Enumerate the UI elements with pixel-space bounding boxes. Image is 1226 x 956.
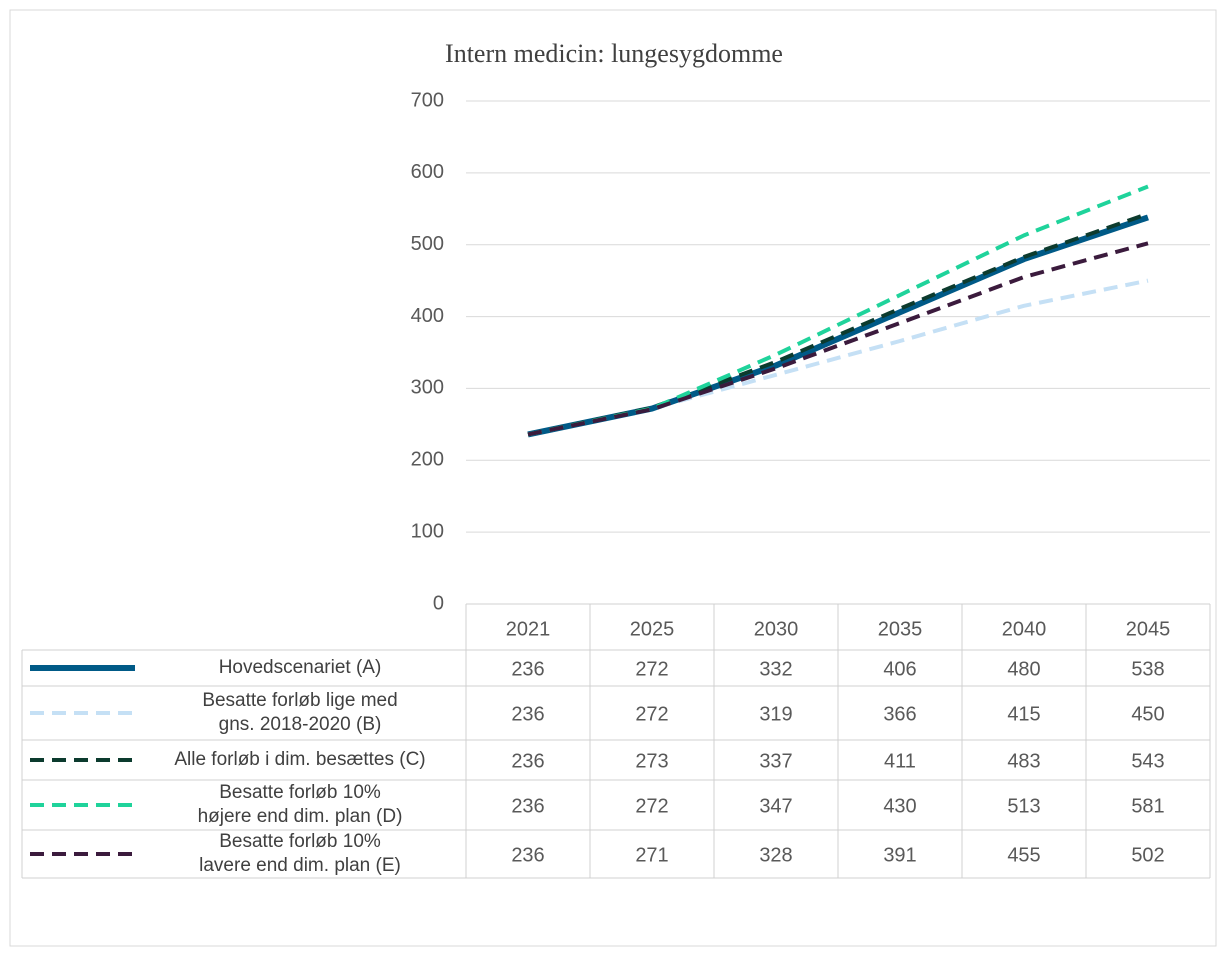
table-value: 337	[759, 750, 792, 772]
legend-label: Besatte forløb 10% højere end dim. plan …	[197, 782, 403, 827]
series-line	[527, 184, 1149, 437]
table-value: 450	[1131, 703, 1164, 725]
table-value: 480	[1007, 658, 1040, 680]
legend-label: Besatte forløb lige med gns. 2018-2020 (…	[202, 690, 398, 735]
table-value: 513	[1007, 795, 1040, 817]
series-line	[527, 214, 1149, 438]
y-tick-label: 400	[411, 305, 444, 327]
x-tick-label: 2035	[878, 618, 923, 640]
x-tick-label: 2045	[1126, 618, 1171, 640]
table-value: 272	[635, 658, 668, 680]
y-tick-label: 500	[411, 233, 444, 255]
chart-border	[9, 9, 1217, 947]
table-value: 273	[635, 750, 668, 772]
table-value: 483	[1007, 750, 1040, 772]
y-tick-label: 0	[433, 592, 444, 614]
chart-title: Intern medicin: lungesygdomme	[445, 39, 783, 68]
series-line	[527, 211, 1149, 437]
table-value: 406	[883, 658, 916, 680]
table-value: 236	[511, 844, 544, 866]
table-value: 236	[511, 658, 544, 680]
y-tick-label: 300	[411, 377, 444, 399]
table-value: 271	[635, 844, 668, 866]
table-value: 581	[1131, 795, 1164, 817]
table-value: 366	[883, 703, 916, 725]
x-tick-label: 2040	[1002, 618, 1047, 640]
table-value: 543	[1131, 750, 1164, 772]
y-tick-label: 200	[411, 449, 444, 471]
table-value: 332	[759, 658, 792, 680]
table-value: 502	[1131, 844, 1164, 866]
x-tick-label: 2025	[630, 618, 675, 640]
table-value: 236	[511, 795, 544, 817]
table-value: 391	[883, 844, 916, 866]
legend-label: Hovedscenariet (A)	[218, 657, 382, 679]
y-tick-label: 600	[411, 161, 444, 183]
table-value: 455	[1007, 844, 1040, 866]
table-value: 236	[511, 703, 544, 725]
legend-label: Alle forløb i dim. besættes (C)	[174, 749, 426, 771]
legend-label: Besatte forløb 10% lavere end dim. plan …	[199, 831, 401, 876]
table-value: 411	[884, 750, 916, 772]
y-tick-label: 700	[411, 89, 444, 111]
table-value: 328	[759, 844, 792, 866]
table-value: 430	[883, 795, 916, 817]
table-value: 272	[635, 795, 668, 817]
table-value: 347	[759, 795, 792, 817]
x-tick-label: 2030	[754, 618, 799, 640]
series-line	[527, 278, 1149, 437]
table-value: 319	[759, 703, 792, 725]
table-value: 538	[1131, 658, 1164, 680]
table-value: 236	[511, 750, 544, 772]
table-value: 415	[1007, 703, 1040, 725]
table-value: 272	[635, 703, 668, 725]
y-tick-label: 100	[411, 520, 444, 542]
x-tick-label: 2021	[506, 618, 551, 640]
